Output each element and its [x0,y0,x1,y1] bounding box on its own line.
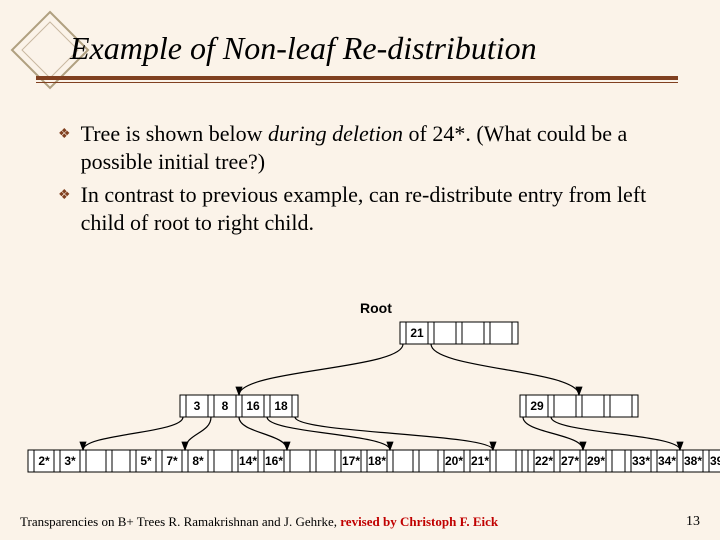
svg-text:16*: 16* [265,454,283,468]
svg-text:22*: 22* [535,454,553,468]
svg-text:27*: 27* [561,454,579,468]
svg-text:18: 18 [274,399,288,413]
svg-text:21: 21 [410,326,424,340]
svg-text:2*: 2* [38,454,50,468]
svg-text:3*: 3* [64,454,76,468]
svg-text:38*: 38* [684,454,702,468]
svg-text:7*: 7* [166,454,178,468]
svg-text:14*: 14* [239,454,257,468]
svg-text:33*: 33* [632,454,650,468]
svg-text:5*: 5* [140,454,152,468]
svg-text:34*: 34* [658,454,676,468]
svg-text:8*: 8* [192,454,204,468]
page-number: 13 [686,514,700,530]
svg-text:20*: 20* [445,454,463,468]
footer-text: Transparencies on B+ Trees R. Ramakrishn… [20,514,498,530]
svg-text:17*: 17* [342,454,360,468]
svg-text:8: 8 [222,399,229,413]
svg-text:29*: 29* [587,454,605,468]
svg-text:16: 16 [246,399,260,413]
svg-text:21*: 21* [471,454,489,468]
svg-text:18*: 18* [368,454,386,468]
svg-text:39*: 39* [710,454,720,468]
footer-revised: revised by Christoph F. Eick [340,514,498,529]
svg-text:3: 3 [194,399,201,413]
svg-text:29: 29 [530,399,544,413]
btree-diagram: 21 3 8 16 18 29 2* 3* 5* 7* 8* 14* 16* 17* 18* 20* 21* 22… [0,0,720,540]
footer-prefix: Transparencies on B+ Trees R. Ramakrishn… [20,514,340,529]
